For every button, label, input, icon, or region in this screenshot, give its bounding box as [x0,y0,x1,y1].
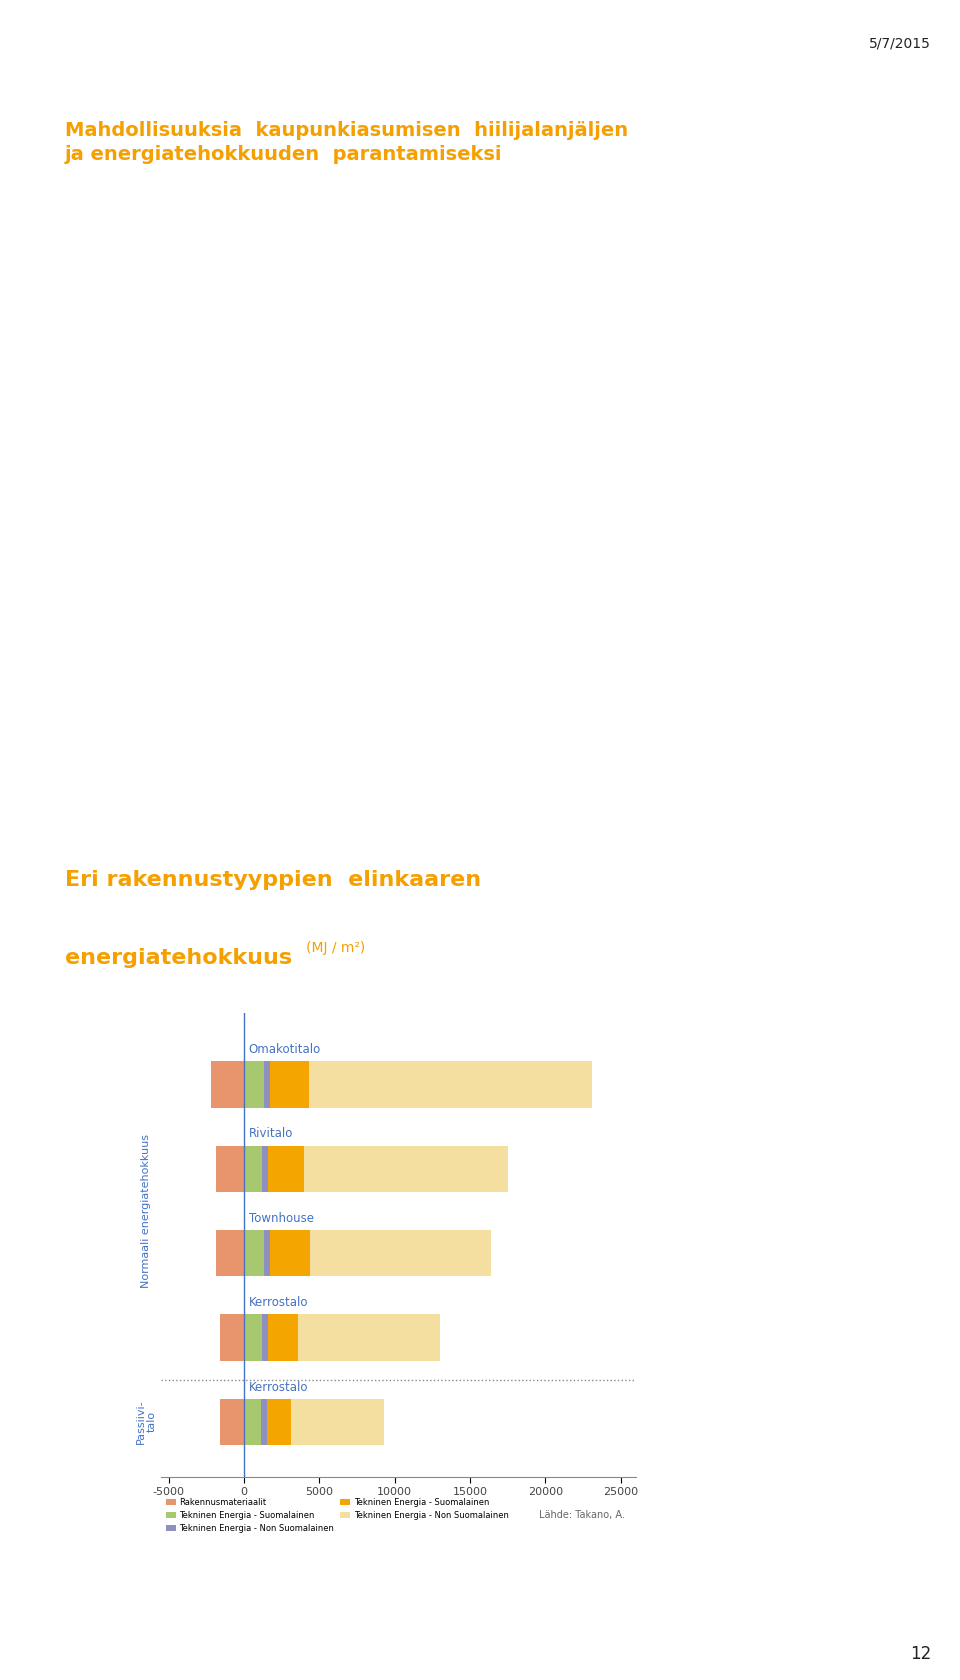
Legend: Rakennusmateriaalit, Tekninen Energia - Suomalainen, Tekninen Energia - Non Suom: Rakennusmateriaalit, Tekninen Energia - … [165,1497,509,1534]
Bar [261,1399,267,1445]
Bar [270,1062,309,1107]
Text: Eri rakennustyyppien  elinkaaren: Eri rakennustyyppien elinkaaren [64,870,481,890]
Bar [216,1230,244,1277]
Bar [244,1230,264,1277]
Text: Townhouse: Townhouse [249,1211,314,1225]
Text: 5/7/2015: 5/7/2015 [870,37,931,50]
Bar [291,1399,384,1445]
Text: Kerrostalo: Kerrostalo [249,1381,308,1394]
Text: energiatehokkuus: energiatehokkuus [64,948,292,968]
Text: Normaali energiatehokkuus: Normaali energiatehokkuus [141,1134,152,1289]
Bar [244,1399,261,1445]
Bar [216,1146,244,1191]
Bar [270,1230,310,1277]
Text: 12: 12 [910,1645,931,1663]
Bar [220,1314,244,1361]
Bar [244,1062,264,1107]
Bar [264,1230,270,1277]
Text: Lähde: Takano, A.: Lähde: Takano, A. [540,1510,625,1519]
Bar [264,1062,270,1107]
Bar [244,1146,262,1191]
Text: Rivitalo: Rivitalo [249,1127,293,1141]
Bar [244,1314,262,1361]
Bar [220,1399,244,1445]
Bar [262,1314,268,1361]
Bar [262,1146,268,1191]
Bar [309,1062,592,1107]
Text: Mahdollisuuksia  kaupunkiasumisen  hiilijalanjäljen
ja energiatehokkuuden  paran: Mahdollisuuksia kaupunkiasumisen hiilija… [64,121,628,165]
Bar [299,1314,440,1361]
Text: Passiivi-
talo: Passiivi- talo [135,1399,157,1445]
Bar [267,1399,291,1445]
Text: (MJ / m²): (MJ / m²) [306,941,366,956]
Text: Omakotitalo: Omakotitalo [249,1043,321,1057]
Bar [304,1146,508,1191]
Bar [268,1146,304,1191]
Bar [268,1314,299,1361]
Bar [211,1062,244,1107]
Text: Kerrostalo: Kerrostalo [249,1297,308,1309]
Bar [310,1230,492,1277]
